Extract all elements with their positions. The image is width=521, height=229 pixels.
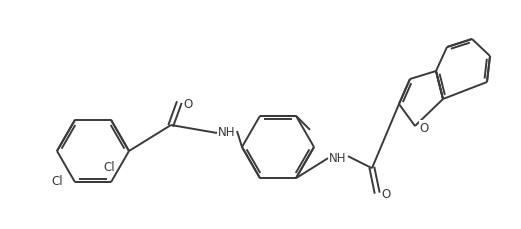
Text: Cl: Cl xyxy=(51,174,63,187)
Text: O: O xyxy=(419,121,429,134)
Text: NH: NH xyxy=(329,151,347,164)
Text: NH: NH xyxy=(218,125,235,138)
Text: O: O xyxy=(183,98,193,111)
Text: O: O xyxy=(381,187,391,200)
Text: Cl: Cl xyxy=(103,160,115,173)
